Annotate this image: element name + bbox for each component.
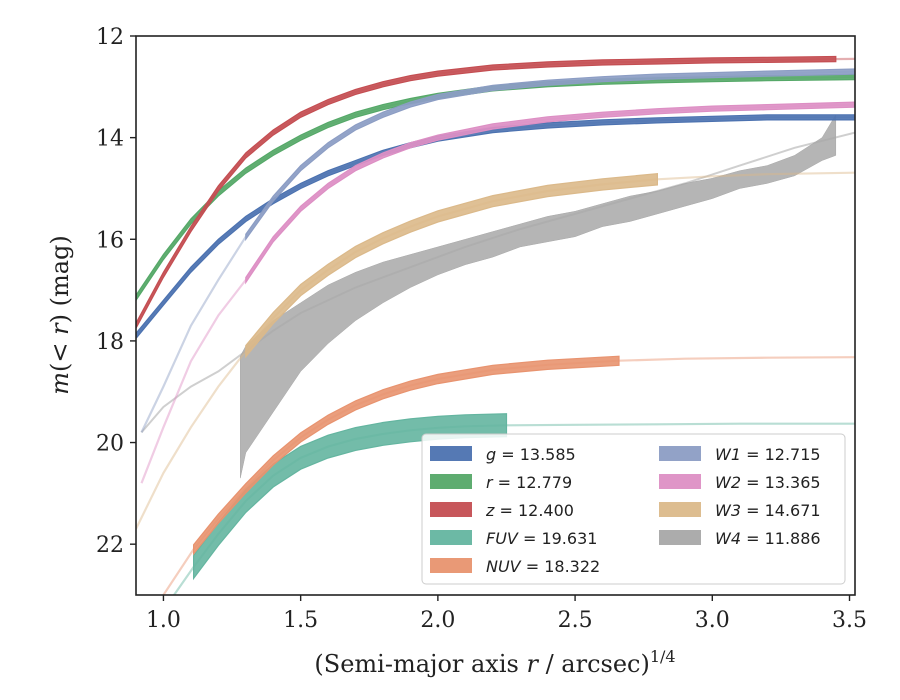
legend-swatch-z	[430, 502, 472, 517]
legend-swatch-nuv	[430, 558, 472, 573]
y-axis-label: m(< r) (mag)	[46, 235, 74, 395]
series-nuv-band	[193, 355, 620, 556]
y-tick-label: 16	[96, 228, 124, 253]
y-tick-label: 18	[96, 330, 124, 355]
legend: g = 13.585 r = 12.779 z = 12.400 FUV = 19.6…	[421, 433, 846, 585]
plot-area	[136, 55, 855, 595]
x-tick-label: 2.0	[420, 608, 455, 633]
legend-label-nuv: NUV = 18.322	[486, 557, 600, 576]
legend-label-w2: W2 = 13.365	[715, 473, 821, 492]
legend-label-z: z = 12.400	[485, 501, 574, 520]
series-w1-band	[245, 68, 855, 242]
legend-swatch-fuv	[430, 530, 472, 545]
y-tick-label: 12	[96, 25, 124, 50]
series-g-band	[136, 114, 855, 340]
series-w2-band	[245, 101, 855, 285]
legend-label-w4: W4 = 11.886	[715, 529, 821, 548]
y-tick-label: 14	[96, 127, 124, 152]
legend-label-w1: W1 = 12.715	[715, 445, 821, 464]
plot-frame	[135, 35, 856, 596]
x-tick-label: 3.0	[695, 608, 730, 633]
series-z-band	[136, 55, 837, 329]
legend-label-fuv: FUV = 19.631	[486, 529, 597, 548]
series-w3-band	[245, 173, 658, 359]
x-tick-label: 1.5	[283, 608, 318, 633]
y-tick-label: 22	[96, 533, 124, 558]
legend-swatch-w3	[659, 502, 701, 517]
y-tick-label: 20	[96, 432, 124, 457]
legend-label-w3: W3 = 14.671	[715, 501, 821, 520]
x-tick-label: 2.5	[558, 608, 593, 633]
legend-frame	[421, 433, 846, 585]
legend-swatch-w4	[659, 530, 701, 545]
x-tick-label: 3.5	[832, 608, 867, 633]
x-tick-label: 1.0	[146, 608, 181, 633]
legend-swatch-w2	[659, 474, 701, 489]
series-r-band	[136, 73, 855, 302]
legend-label-g: g = 13.585	[486, 445, 576, 464]
series-w4-band	[240, 113, 837, 479]
axes: 1.0 1.5 2.0 2.5 3.0 3.5 12 14 16 18 20 22	[96, 25, 867, 633]
legend-swatch-w1	[659, 446, 701, 461]
legend-label-r: r = 12.779	[486, 473, 572, 492]
legend-swatch-g	[430, 446, 472, 461]
legend-swatch-r	[430, 474, 472, 489]
x-axis-label: (Semi-major axis r / arcsec)1/4	[314, 647, 675, 678]
